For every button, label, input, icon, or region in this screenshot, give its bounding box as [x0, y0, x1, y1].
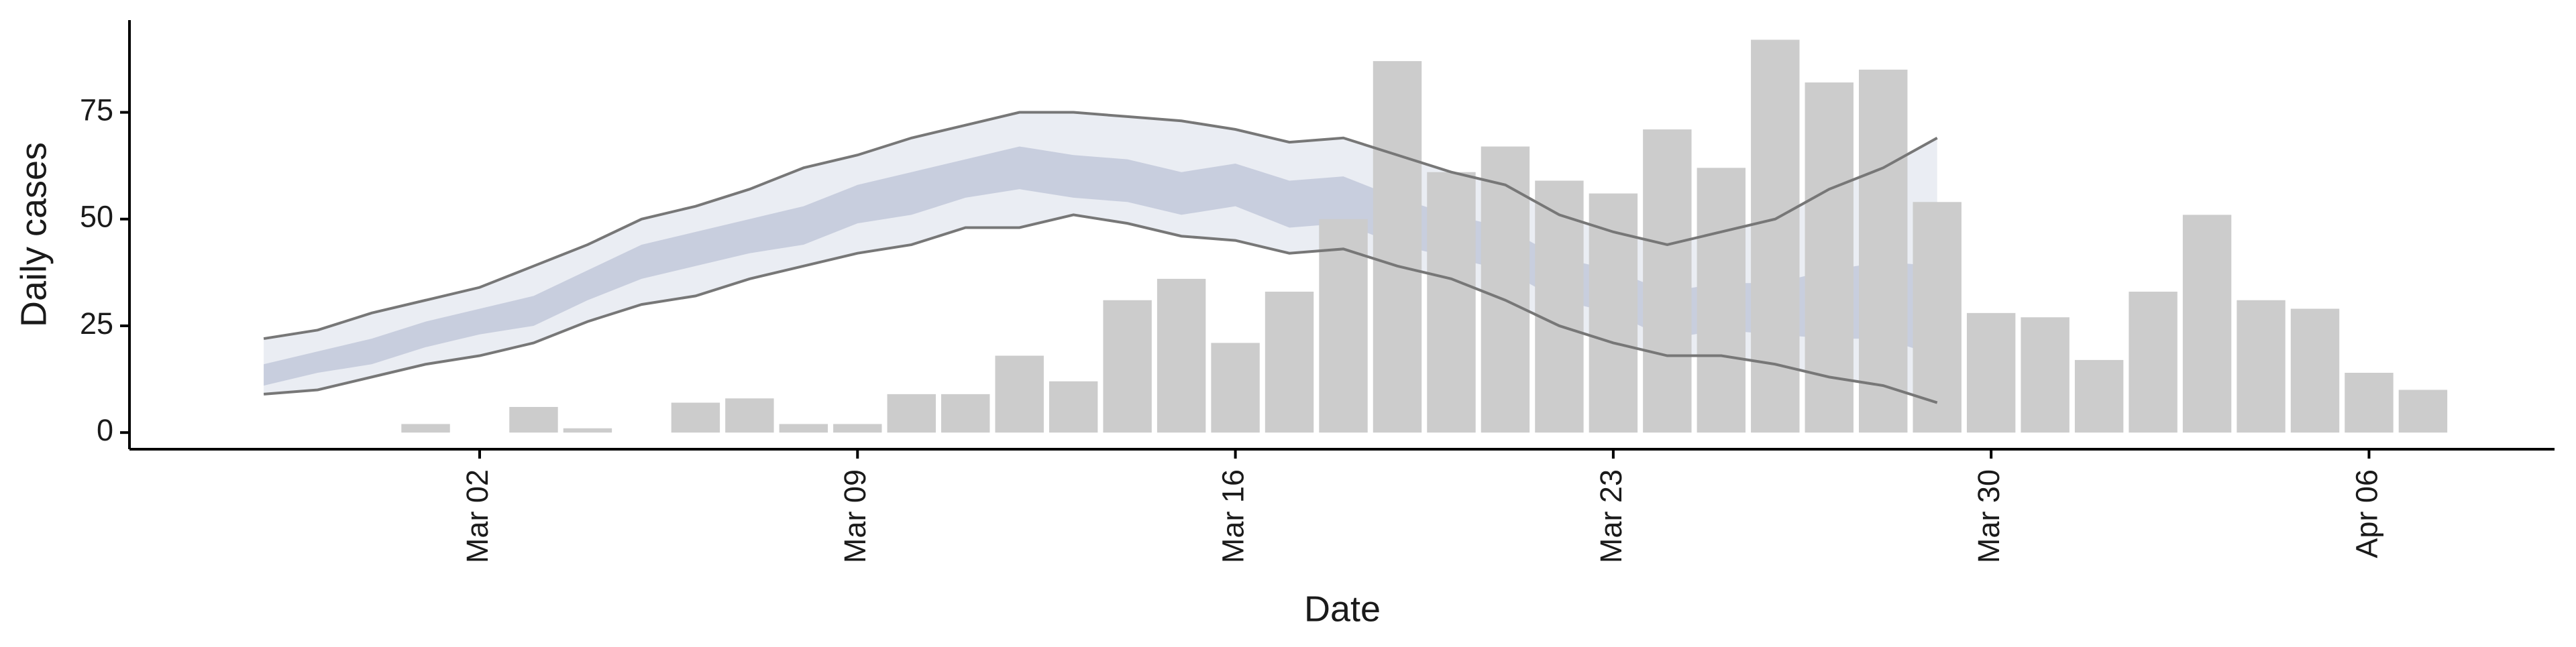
bar	[1859, 69, 1908, 433]
bar	[1427, 172, 1476, 433]
bar	[1697, 168, 1746, 433]
bar	[563, 428, 612, 433]
x-tick-label: Apr 06	[2349, 469, 2383, 558]
bar	[2345, 373, 2394, 433]
x-axis-title: Date	[1304, 589, 1381, 629]
bar	[1049, 381, 1098, 433]
bar	[1481, 146, 1530, 433]
bar	[2290, 308, 2340, 433]
bar	[887, 394, 936, 433]
axes: 0 25 50 75 Mar 02 Mar 09 Mar 16 Mar 23 Mar 30 Apr…	[80, 20, 2555, 563]
bar	[995, 355, 1044, 433]
bar	[401, 424, 450, 433]
bar	[2074, 359, 2124, 433]
bar	[1373, 61, 1422, 433]
bar	[1211, 343, 1260, 433]
bar	[1265, 292, 1314, 433]
x-tick-label: Mar 16	[1216, 469, 1250, 563]
bar	[509, 406, 558, 433]
ribbon-edge	[263, 111, 1938, 341]
bar	[1913, 202, 1962, 433]
y-tick-label: 75	[80, 93, 113, 127]
y-tick-label: 25	[80, 306, 113, 341]
ribbon	[264, 146, 1937, 386]
x-tick-label: Mar 23	[1594, 469, 1628, 563]
bar	[941, 394, 990, 433]
bar	[1643, 129, 1692, 433]
bar	[725, 398, 774, 433]
bar	[671, 402, 720, 433]
bars	[401, 40, 2448, 433]
bar	[1103, 300, 1152, 433]
bar	[833, 424, 882, 433]
x-tick-label: Mar 02	[460, 469, 494, 563]
bar	[2398, 390, 2448, 433]
bar	[1966, 312, 2016, 433]
y-tick-label: 50	[80, 200, 113, 234]
bar	[2021, 317, 2070, 433]
bar	[2237, 300, 2286, 433]
x-tick-label: Mar 09	[838, 469, 872, 563]
bar	[1589, 193, 1638, 433]
y-tick-label: 0	[97, 413, 113, 447]
bar	[779, 424, 828, 433]
bar	[2129, 292, 2178, 433]
bar	[1751, 40, 1800, 433]
y-axis-title: Daily cases	[13, 142, 54, 327]
bar	[1535, 180, 1584, 433]
bar	[2182, 215, 2232, 433]
ribbon-edge	[263, 213, 1938, 404]
band-lines	[263, 111, 1938, 404]
x-tick-label: Mar 30	[1972, 469, 2006, 563]
bar	[1157, 278, 1206, 433]
